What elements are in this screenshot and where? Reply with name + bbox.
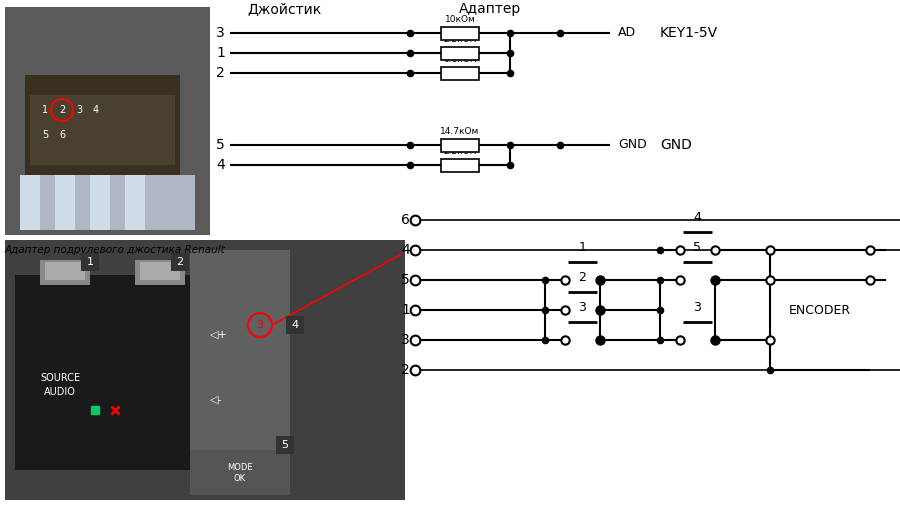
Text: 5: 5: [282, 440, 289, 450]
Bar: [5, 7, 210, 235]
Text: ◁+: ◁+: [210, 330, 228, 340]
Text: 3: 3: [216, 26, 225, 40]
Bar: [40, 260, 90, 285]
Text: SOURCE
AUDIO: SOURCE AUDIO: [40, 373, 80, 397]
Text: 1: 1: [86, 257, 94, 267]
Text: 4: 4: [93, 105, 99, 115]
Text: Джойстик: Джойстик: [248, 2, 322, 16]
Bar: [25, 75, 180, 175]
Bar: [5, 240, 405, 500]
Text: 3: 3: [579, 301, 587, 314]
Bar: [20, 175, 40, 230]
Text: ENCODER: ENCODER: [789, 304, 851, 317]
Bar: [140, 262, 180, 280]
Text: GND: GND: [660, 138, 692, 152]
Bar: [20, 175, 195, 230]
Bar: [135, 260, 185, 285]
Bar: [441, 138, 479, 152]
Text: 1: 1: [216, 46, 225, 60]
Bar: [15, 275, 190, 470]
Text: 4: 4: [694, 211, 701, 224]
Text: 2: 2: [58, 105, 65, 115]
Text: 2.2кОм: 2.2кОм: [443, 147, 477, 157]
Text: 5: 5: [694, 241, 701, 254]
Bar: [190, 250, 290, 450]
Text: 5: 5: [216, 138, 225, 152]
Text: 3: 3: [256, 320, 264, 330]
Text: 6: 6: [401, 213, 410, 227]
Text: GND: GND: [618, 138, 647, 152]
Text: 2: 2: [176, 257, 184, 267]
Text: 10кОм: 10кОм: [445, 16, 475, 25]
Text: 6.8кОм: 6.8кОм: [443, 56, 477, 65]
Text: 2: 2: [401, 363, 410, 377]
Text: 14.7кОм: 14.7кОм: [440, 127, 480, 136]
Bar: [125, 175, 145, 230]
FancyBboxPatch shape: [276, 436, 294, 454]
Text: 1: 1: [579, 241, 587, 254]
Bar: [30, 95, 175, 165]
Bar: [190, 450, 290, 495]
Bar: [45, 262, 85, 280]
Text: AD: AD: [618, 26, 636, 39]
FancyBboxPatch shape: [81, 253, 99, 271]
FancyBboxPatch shape: [286, 316, 304, 334]
Text: 2.2кОм: 2.2кОм: [443, 35, 477, 44]
Bar: [441, 67, 479, 79]
Text: 6: 6: [58, 130, 65, 140]
Text: Адаптер подрулевого джостика Renault: Адаптер подрулевого джостика Renault: [5, 245, 226, 255]
Bar: [441, 159, 479, 172]
Bar: [90, 175, 110, 230]
Text: 4: 4: [216, 158, 225, 172]
Text: KEY1-5V: KEY1-5V: [660, 26, 718, 40]
Bar: [441, 26, 479, 39]
Bar: [441, 46, 479, 60]
Text: 3: 3: [694, 301, 701, 314]
Text: MODE
OK: MODE OK: [227, 463, 253, 483]
Text: 2: 2: [579, 271, 587, 284]
Text: 1: 1: [42, 105, 48, 115]
Text: 5: 5: [401, 273, 410, 287]
Text: 3: 3: [76, 105, 82, 115]
Text: 2: 2: [216, 66, 225, 80]
Text: Адаптер: Адаптер: [459, 2, 521, 16]
Bar: [55, 175, 75, 230]
Text: 3: 3: [401, 333, 410, 347]
Text: ◁-: ◁-: [210, 395, 222, 405]
Text: 4: 4: [292, 320, 299, 330]
Text: 4: 4: [401, 243, 410, 257]
FancyBboxPatch shape: [171, 253, 189, 271]
Text: 1: 1: [401, 303, 410, 317]
Text: 5: 5: [42, 130, 48, 140]
